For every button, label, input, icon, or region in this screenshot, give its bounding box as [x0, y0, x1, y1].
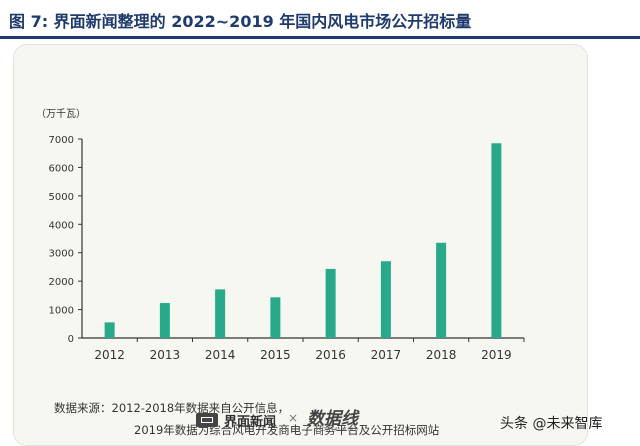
bar-2015 — [270, 297, 281, 338]
title-rule — [0, 36, 640, 39]
x-ticks: 2012 2013 2014 2015 2016 2017 2018 2019 — [94, 338, 525, 362]
x-tick-label: 2018 — [426, 348, 457, 362]
bar-2016 — [325, 268, 336, 338]
y-tick-label: 1000 — [49, 306, 74, 317]
y-tick-label: 4000 — [49, 220, 74, 231]
brand-datawire: 数据线 — [307, 409, 358, 429]
y-unit-label: （万千瓦） — [36, 108, 86, 120]
x-tick-label: 2017 — [371, 348, 402, 362]
news-logo-icon — [196, 413, 218, 427]
bar-chart: （万千瓦） 0 1000 2000 3000 4000 5000 6000 7000 2012… — [36, 108, 525, 362]
watermark: 头条 @未来智库 — [500, 416, 603, 432]
y-tick-label: 0 — [68, 334, 74, 345]
y-tick-label: 6000 — [49, 163, 74, 174]
brand-jiemian: 界面新闻 — [224, 415, 277, 430]
y-ticks: 0 1000 2000 3000 4000 5000 6000 7000 — [49, 135, 82, 345]
x-tick-label: 2016 — [315, 348, 346, 362]
x-tick-label: 2014 — [205, 348, 236, 362]
bar-2012 — [104, 322, 115, 338]
x-tick-label: 2012 — [94, 348, 125, 362]
bar-2018 — [436, 242, 447, 338]
x-tick-label: 2015 — [260, 348, 291, 362]
y-tick-label: 7000 — [49, 135, 74, 146]
bar-2017 — [380, 261, 391, 338]
figure-title: 图 7: 界面新闻整理的 2022~2019 年国内风电市场公开招标量 — [9, 12, 472, 31]
y-tick-label: 2000 — [49, 277, 74, 288]
bar-2013 — [159, 303, 170, 338]
brand-separator: × — [288, 411, 299, 425]
source-line-1: 数据来源：2012-2018年数据来自公开信息， — [54, 401, 290, 415]
bar-2014 — [215, 289, 226, 338]
brand-datawire-sub: DATA WIRE — [322, 427, 359, 433]
header: 图 7: 界面新闻整理的 2022~2019 年国内风电市场公开招标量 — [0, 0, 640, 39]
source-line-2: 2019年数据为综合风电开发商电子商务平台及公开招标网站 — [134, 423, 440, 437]
chart-card: （万千瓦） 0 1000 2000 3000 4000 5000 6000 7000 2012… — [13, 44, 588, 446]
bars — [104, 143, 502, 338]
x-tick-label: 2019 — [481, 348, 512, 362]
y-tick-label: 3000 — [49, 249, 74, 260]
x-tick-label: 2013 — [150, 348, 181, 362]
bar-2019 — [491, 143, 502, 338]
y-tick-label: 5000 — [49, 192, 74, 203]
